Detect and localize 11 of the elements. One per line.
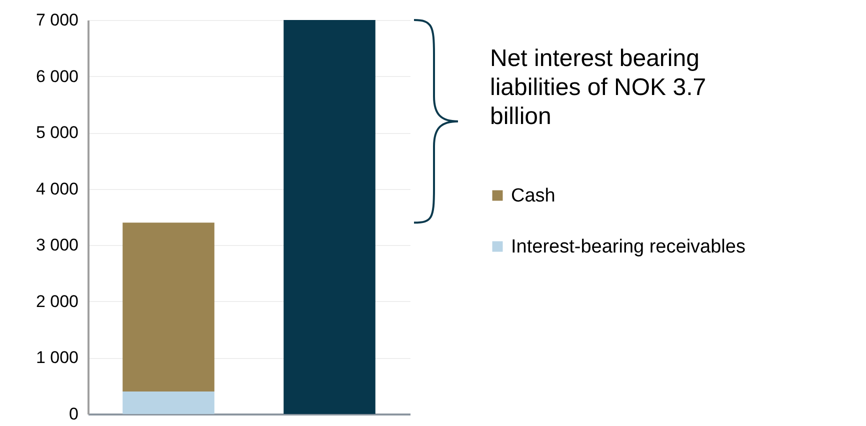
text: Net interest bearing liabilities of NOK 3.7 billion [490, 44, 708, 131]
y-tick-label: 0 [69, 404, 78, 424]
legend-label: Interest-bearing receivables [511, 236, 746, 258]
y-tick-label: 4 000 [36, 179, 78, 198]
y-tick-label: 3 000 [36, 236, 78, 255]
y-tick-label: 5 000 [36, 123, 78, 142]
legend-label: Cash [511, 186, 556, 206]
y-tick-label: 7 000 [36, 10, 78, 30]
y-tick-label: 2 000 [36, 292, 78, 311]
y-tick-label: 6 000 [36, 66, 78, 86]
y-tick-label: 1 000 [36, 348, 78, 368]
